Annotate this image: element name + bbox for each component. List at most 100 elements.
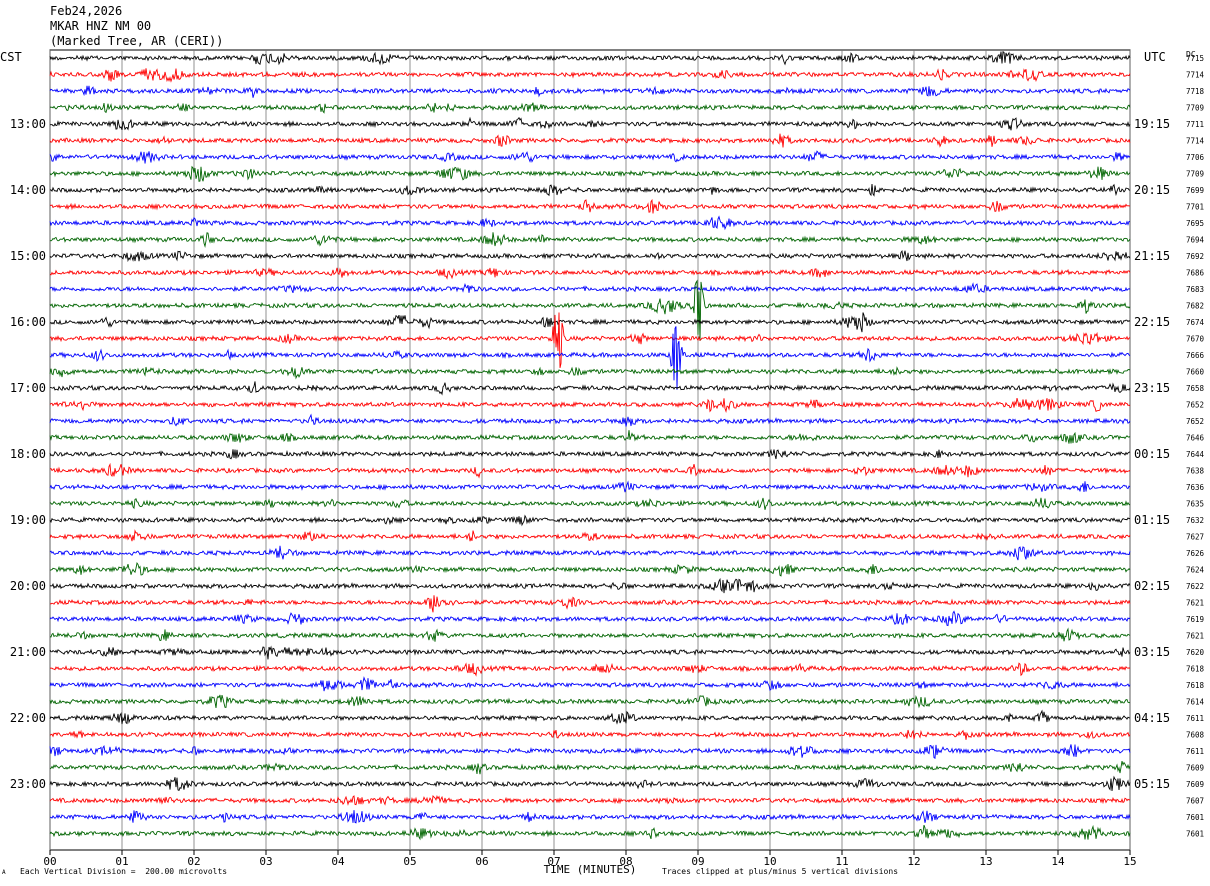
x-tick-label-03: 03 xyxy=(259,855,272,868)
dc-offset-label-2: 7714 xyxy=(1186,71,1205,80)
left-hour-label-5: 17:00 xyxy=(10,381,46,395)
trace-4 xyxy=(49,102,1131,114)
dc-offset-label-29: 7632 xyxy=(1186,516,1204,525)
dc-offset-label-21: 7658 xyxy=(1186,384,1205,393)
dc-offset-label-24: 7646 xyxy=(1186,434,1205,443)
trace-28 xyxy=(49,497,1131,510)
dc-offset-label-18: 7670 xyxy=(1186,335,1205,344)
trace-22 xyxy=(49,397,1131,413)
x-tick-label-04: 04 xyxy=(331,855,345,868)
trace-6 xyxy=(49,133,1131,148)
trace-17 xyxy=(49,312,1131,333)
trace-27 xyxy=(49,480,1131,493)
left-hour-label-3: 15:00 xyxy=(10,249,46,263)
left-hour-label-2: 14:00 xyxy=(10,183,46,197)
dc-offset-label-43: 7611 xyxy=(1186,747,1204,756)
trace-10 xyxy=(49,198,1131,214)
dc-offset-label-6: 7714 xyxy=(1186,137,1205,146)
dc-offset-label-40: 7614 xyxy=(1186,698,1205,707)
x-tick-label-13: 13 xyxy=(979,855,992,868)
right-timezone-label: UTC xyxy=(1144,50,1166,64)
right-hour-label-5: 23:15 xyxy=(1134,381,1170,395)
dc-offset-label-34: 7621 xyxy=(1186,599,1204,608)
dc-offset-label-25: 7644 xyxy=(1186,450,1205,459)
trace-16 xyxy=(49,279,1131,342)
x-tick-label-10: 10 xyxy=(763,855,776,868)
trace-21 xyxy=(50,381,1131,396)
trace-9 xyxy=(49,183,1131,197)
trace-29 xyxy=(49,514,1131,527)
dc-offset-label-5: 7711 xyxy=(1186,120,1204,129)
dc-offset-label-46: 7607 xyxy=(1186,797,1204,806)
left-hour-label-8: 20:00 xyxy=(10,579,46,593)
trace-19 xyxy=(49,326,1131,390)
left-hour-label-4: 16:00 xyxy=(10,315,46,329)
dc-offset-label-11: 7695 xyxy=(1186,219,1204,228)
trace-35 xyxy=(49,610,1131,627)
trace-33 xyxy=(49,577,1131,594)
trace-20 xyxy=(49,366,1131,380)
dc-offset-label-38: 7618 xyxy=(1186,665,1205,674)
dc-offset-label-15: 7683 xyxy=(1186,285,1204,294)
left-hour-label-7: 19:00 xyxy=(10,513,46,527)
x-tick-label-15: 15 xyxy=(1123,855,1136,868)
header-station: MKAR HNZ NM 00 xyxy=(50,19,152,33)
trace-41 xyxy=(49,709,1131,725)
trace-11 xyxy=(49,215,1131,231)
dc-offset-label-8: 7709 xyxy=(1186,170,1204,179)
trace-24 xyxy=(49,430,1131,444)
dc-offset-label-31: 7626 xyxy=(1186,549,1205,558)
trace-26 xyxy=(49,462,1131,479)
left-hour-label-6: 18:00 xyxy=(10,447,46,461)
trace-40 xyxy=(49,694,1131,709)
right-hour-label-7: 01:15 xyxy=(1134,513,1170,527)
x-tick-label-07: 07 xyxy=(547,855,560,868)
trace-47 xyxy=(49,810,1131,824)
trace-45 xyxy=(49,775,1131,792)
dc-offset-label-22: 7652 xyxy=(1186,401,1204,410)
trace-25 xyxy=(49,448,1131,460)
trace-23 xyxy=(49,413,1131,427)
right-hour-label-8: 02:15 xyxy=(1134,579,1170,593)
trace-34 xyxy=(49,595,1131,613)
left-hour-label-11: 23:00 xyxy=(10,777,46,791)
dc-offset-label-9: 7699 xyxy=(1186,186,1204,195)
dc-offset-label-37: 7620 xyxy=(1186,648,1205,657)
x-tick-label-09: 09 xyxy=(691,855,704,868)
x-tick-label-08: 08 xyxy=(619,855,632,868)
dc-offset-label-41: 7611 xyxy=(1186,714,1204,723)
dc-offset-label-45: 7609 xyxy=(1186,780,1204,789)
trace-14 xyxy=(49,267,1131,280)
x-tick-label-02: 02 xyxy=(187,855,200,868)
right-hour-label-10: 04:15 xyxy=(1134,711,1170,725)
dc-offset-label-42: 7608 xyxy=(1186,731,1205,740)
dc-offset-label-16: 7682 xyxy=(1186,302,1204,311)
trace-39 xyxy=(49,676,1131,692)
dc-offset-label-44: 7609 xyxy=(1186,764,1204,773)
dc-offset-label-14: 7686 xyxy=(1186,269,1205,278)
trace-13 xyxy=(49,249,1131,263)
dc-offset-label-30: 7627 xyxy=(1186,533,1204,542)
dc-offset-label-33: 7622 xyxy=(1186,582,1204,591)
dc-offset-label-23: 7652 xyxy=(1186,417,1204,426)
header-date: Feb24,2026 xyxy=(50,4,123,18)
x-tick-label-12: 12 xyxy=(907,855,920,868)
right-hour-label-6: 00:15 xyxy=(1134,447,1170,461)
x-tick-label-14: 14 xyxy=(1051,855,1065,868)
dc-offset-label-1: 7715 xyxy=(1186,54,1204,63)
trace-8 xyxy=(49,165,1131,182)
right-hour-label-4: 22:15 xyxy=(1134,315,1170,329)
dc-offset-label-20: 7660 xyxy=(1186,368,1205,377)
right-hour-label-2: 20:15 xyxy=(1134,183,1170,197)
left-timezone-label: CST xyxy=(0,50,22,64)
dc-offset-label-32: 7624 xyxy=(1186,566,1205,575)
dc-offset-label-3: 7718 xyxy=(1186,87,1205,96)
dc-offset-label-10: 7701 xyxy=(1186,203,1204,212)
x-axis-label: TIME (MINUTES) xyxy=(544,863,637,876)
x-tick-label-01: 01 xyxy=(115,855,128,868)
left-hour-label-9: 21:00 xyxy=(10,645,46,659)
dc-offset-label-36: 7621 xyxy=(1186,632,1204,641)
corner-mark: A xyxy=(2,869,6,876)
dc-offset-label-12: 7694 xyxy=(1186,236,1205,245)
trace-31 xyxy=(49,545,1131,561)
